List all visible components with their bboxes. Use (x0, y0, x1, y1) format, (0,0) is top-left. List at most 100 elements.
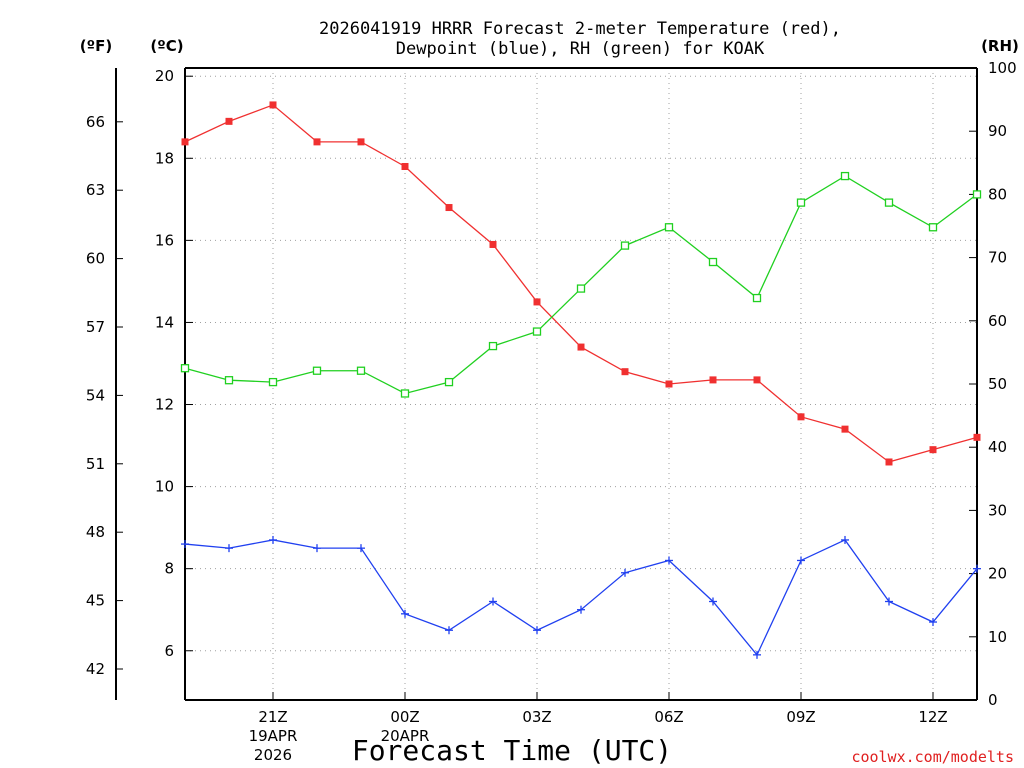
celsius-unit-label: (ºC) (150, 37, 183, 55)
fahrenheit-tick-label: 48 (86, 523, 105, 541)
x-tick-label: 2026 (254, 746, 292, 764)
rh-point (884, 198, 894, 207)
title-line-1: 2026041919 HRRR Forecast 2-meter Tempera… (319, 19, 841, 39)
fahrenheit-tick-label: 60 (86, 250, 105, 268)
temperature-point (181, 138, 189, 146)
rh-tick-label: 50 (988, 375, 1007, 393)
rh-point (224, 376, 234, 385)
dewpoint-point (885, 597, 893, 606)
rh-point (576, 284, 586, 293)
temperature-point (753, 376, 761, 384)
rh-point (752, 293, 762, 303)
temperature-point (841, 425, 849, 433)
rh-point (972, 190, 982, 199)
fahrenheit-tick-label: 45 (86, 592, 105, 610)
celsius-tick-label: 16 (155, 231, 174, 249)
dewpoint-line (184, 539, 978, 657)
celsius-tick-label: 18 (155, 149, 174, 167)
rh-tick-label: 30 (988, 501, 1007, 519)
temperature-point (577, 343, 585, 351)
credit-text: coolwx.com/modelts (851, 748, 1014, 766)
fahrenheit-tick-label: 54 (86, 386, 105, 404)
dewpoint-point (269, 535, 277, 544)
axes: 2018161412108666636057545148454210090807… (86, 59, 1017, 764)
temperature-point (973, 433, 981, 441)
rh-unit-label: (RH) (981, 37, 1019, 55)
dewpoint-point (797, 556, 805, 565)
rh-point (928, 223, 938, 232)
rh-tick-label: 70 (988, 249, 1007, 267)
rh-tick-label: 0 (988, 691, 998, 709)
rh-point (312, 366, 322, 375)
rh-tick-label: 80 (988, 185, 1007, 203)
dewpoint-point (181, 540, 189, 549)
dewpoint-point (621, 568, 629, 577)
dewpoint-point (709, 597, 717, 606)
dewpoint-point (973, 564, 981, 573)
celsius-tick-label: 8 (164, 560, 174, 578)
series-temperature (181, 101, 981, 466)
x-tick-label: 03Z (522, 708, 551, 726)
rh-tick-label: 10 (988, 628, 1007, 646)
rh-point (796, 198, 806, 207)
rh-point (532, 327, 542, 336)
temperature-point (489, 240, 497, 248)
rh-point (356, 366, 366, 375)
temperature-point (665, 380, 673, 388)
x-axis-title: Forecast Time (UTC) (352, 734, 672, 767)
rh-point (708, 257, 718, 267)
celsius-tick-label: 14 (155, 313, 174, 331)
series-relative-humidity (180, 171, 982, 398)
celsius-tick-label: 6 (164, 642, 174, 660)
temperature-point (445, 204, 453, 212)
temperature-point (885, 458, 893, 466)
gridlines (185, 68, 977, 700)
temperature-point (709, 376, 717, 384)
fahrenheit-tick-label: 57 (86, 318, 105, 336)
x-tick-label: 19APR (249, 727, 298, 745)
dewpoint-point (313, 544, 321, 553)
dewpoint-point (753, 650, 761, 659)
rh-tick-label: 40 (988, 438, 1007, 456)
fahrenheit-tick-label: 51 (86, 455, 105, 473)
dewpoint-point (357, 544, 365, 553)
rh-point (840, 171, 850, 181)
rh-point (180, 364, 190, 373)
rh-point (664, 223, 674, 232)
temperature-point (269, 101, 277, 109)
chart-title: 2026041919 HRRR Forecast 2-meter Tempera… (319, 19, 841, 59)
x-tick-label: 00Z (390, 708, 419, 726)
x-tick-label: 06Z (654, 708, 683, 726)
x-tick-label: 12Z (918, 708, 947, 726)
fahrenheit-unit-label: (ºF) (80, 37, 112, 55)
rh-point (444, 377, 454, 387)
title-line-2: Dewpoint (blue), RH (green) for KOAK (396, 39, 765, 59)
temperature-point (313, 138, 321, 146)
fahrenheit-tick-label: 42 (86, 660, 105, 678)
temperature-point (401, 162, 409, 170)
data-series (180, 101, 982, 659)
x-tick-label: 21Z (258, 708, 287, 726)
rh-tick-label: 20 (988, 565, 1007, 583)
temperature-point (621, 368, 629, 376)
dewpoint-point (225, 544, 233, 553)
celsius-tick-label: 20 (155, 67, 174, 85)
x-tick-label: 20APR (381, 727, 430, 745)
rh-point (268, 377, 278, 387)
dewpoint-point (929, 618, 937, 627)
temperature-point (929, 446, 937, 454)
fahrenheit-tick-label: 63 (86, 181, 105, 199)
rh-point (488, 341, 498, 351)
celsius-tick-label: 12 (155, 396, 174, 414)
rh-point (620, 241, 630, 250)
rh-point (400, 389, 410, 398)
dewpoint-point (445, 626, 453, 635)
dewpoint-point (665, 556, 673, 565)
temperature-point (533, 298, 541, 306)
temperature-point (357, 138, 365, 146)
rh-tick-label: 60 (988, 312, 1007, 330)
temperature-point (797, 413, 805, 421)
rh-tick-label: 100 (988, 59, 1017, 77)
x-tick-label: 09Z (786, 708, 815, 726)
